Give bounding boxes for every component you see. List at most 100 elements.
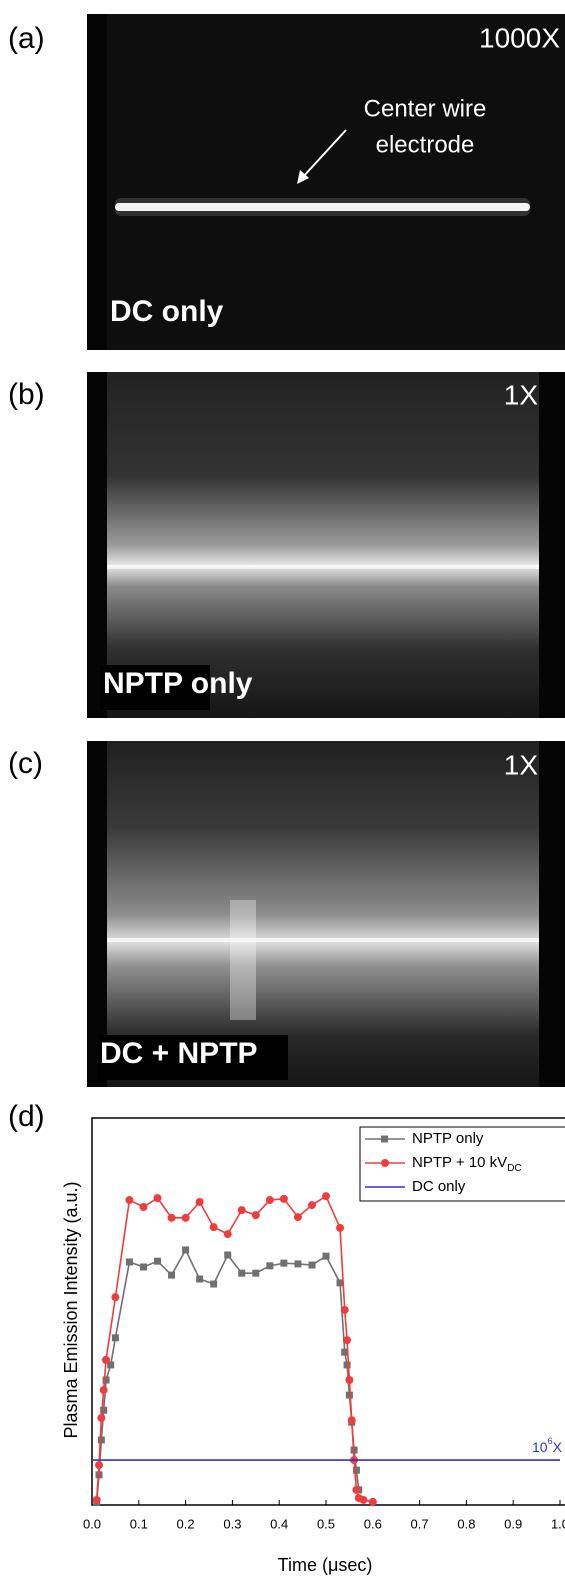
marker bbox=[336, 1279, 344, 1287]
marker bbox=[343, 1361, 351, 1369]
marker bbox=[139, 1203, 148, 1212]
marker bbox=[322, 1192, 330, 1201]
y-axis-label: Plasma Emission Intensity (a.u.) bbox=[61, 1181, 81, 1438]
magnification: 1000X bbox=[479, 22, 560, 53]
caption: DC only bbox=[110, 295, 224, 328]
x-tick-label: 0.5 bbox=[317, 1516, 335, 1531]
marker bbox=[111, 1293, 120, 1302]
marker bbox=[266, 1262, 274, 1270]
marker bbox=[195, 1197, 204, 1206]
x-tick-label: 0.4 bbox=[270, 1516, 288, 1531]
caption-bg bbox=[98, 1035, 288, 1080]
annotation: electrode bbox=[376, 131, 475, 158]
marker bbox=[238, 1269, 246, 1277]
marker bbox=[95, 1461, 104, 1470]
marker bbox=[92, 1495, 101, 1504]
marker bbox=[252, 1269, 260, 1277]
marker bbox=[97, 1436, 105, 1444]
wire-glow bbox=[107, 938, 539, 942]
series-line bbox=[95, 1248, 360, 1502]
marker bbox=[280, 1259, 288, 1267]
marker bbox=[125, 1258, 133, 1266]
image bbox=[107, 14, 565, 350]
wire-glow bbox=[107, 565, 539, 569]
arrowhead bbox=[297, 170, 309, 184]
marker bbox=[210, 1280, 218, 1288]
marker bbox=[265, 1196, 274, 1205]
wire-glow bbox=[115, 203, 530, 211]
discharge-streak bbox=[230, 900, 256, 1020]
marker bbox=[125, 1196, 134, 1205]
x-tick-label: 0.1 bbox=[130, 1516, 148, 1531]
marker bbox=[181, 1213, 190, 1222]
marker bbox=[352, 1466, 360, 1474]
marker bbox=[182, 1246, 190, 1254]
caption-bg bbox=[100, 665, 210, 710]
marker bbox=[97, 1413, 106, 1422]
x-tick-label: 1.0 bbox=[551, 1516, 565, 1531]
annotation-sup: 6 bbox=[548, 1436, 553, 1446]
legend-name: NPTP + 10 kV bbox=[412, 1154, 507, 1171]
marker bbox=[352, 1485, 361, 1494]
marker bbox=[343, 1336, 352, 1345]
marker bbox=[209, 1223, 218, 1232]
annotation: Center wire bbox=[364, 95, 487, 122]
marker bbox=[237, 1206, 246, 1215]
marker bbox=[368, 1497, 377, 1506]
marker bbox=[154, 1257, 162, 1265]
image bbox=[107, 372, 539, 718]
marker bbox=[279, 1194, 288, 1203]
x-tick-label: 0.8 bbox=[457, 1516, 475, 1531]
marker bbox=[139, 1263, 147, 1271]
marker bbox=[336, 1223, 345, 1232]
marker bbox=[345, 1391, 353, 1399]
x-tick-label: 0.0 bbox=[83, 1516, 101, 1531]
marker bbox=[293, 1213, 302, 1222]
marker bbox=[345, 1375, 354, 1384]
marker bbox=[307, 1201, 316, 1210]
marker bbox=[196, 1275, 204, 1283]
panel-label: (c) bbox=[8, 747, 43, 780]
x-tick-label: 0.7 bbox=[411, 1516, 429, 1531]
marker bbox=[167, 1213, 176, 1222]
marker bbox=[168, 1271, 176, 1279]
marker bbox=[102, 1376, 110, 1384]
plot: 0.0 0.1 0.2 0.3 0.4 0.5 0.6 0.7 0.8 0.9 1.0 NPTP on… bbox=[83, 1126, 565, 1531]
marker bbox=[341, 1348, 349, 1356]
annotation: 106X bbox=[532, 1436, 563, 1454]
marker bbox=[102, 1355, 111, 1364]
caption: DC + NPTP bbox=[100, 1037, 258, 1070]
marker bbox=[99, 1386, 108, 1395]
marker bbox=[322, 1252, 330, 1260]
marker bbox=[251, 1211, 260, 1220]
legend-marker bbox=[381, 1159, 389, 1167]
legend-subscript: DC bbox=[507, 1163, 521, 1174]
magnification: 1X bbox=[504, 379, 539, 410]
panel-label: (d) bbox=[8, 1100, 45, 1133]
caption: NPTP only bbox=[103, 667, 253, 700]
legend-label: NPTP only bbox=[412, 1130, 484, 1147]
marker bbox=[223, 1230, 232, 1239]
legend-label: NPTP + 10 kVDC bbox=[412, 1154, 522, 1174]
wire-halo bbox=[115, 198, 530, 216]
legend-box bbox=[359, 1126, 565, 1202]
series-line bbox=[95, 1194, 373, 1503]
marker bbox=[347, 1416, 356, 1425]
panel-label: (b) bbox=[8, 378, 45, 411]
marker bbox=[294, 1260, 302, 1268]
plot-frame bbox=[91, 1117, 565, 1506]
marker bbox=[308, 1261, 316, 1269]
x-tick-label: 0.6 bbox=[364, 1516, 382, 1531]
marker bbox=[224, 1251, 232, 1259]
arrow bbox=[301, 129, 347, 179]
marker bbox=[100, 1406, 108, 1414]
marker bbox=[107, 1361, 115, 1369]
x-tick-label: 0.9 bbox=[504, 1516, 522, 1531]
legend-marker bbox=[381, 1135, 388, 1143]
marker bbox=[359, 1495, 368, 1504]
x-axis-label: Time (μsec) bbox=[278, 1555, 373, 1575]
legend-name: NPTP only bbox=[412, 1130, 484, 1147]
annotation-base: 10 bbox=[532, 1439, 548, 1455]
